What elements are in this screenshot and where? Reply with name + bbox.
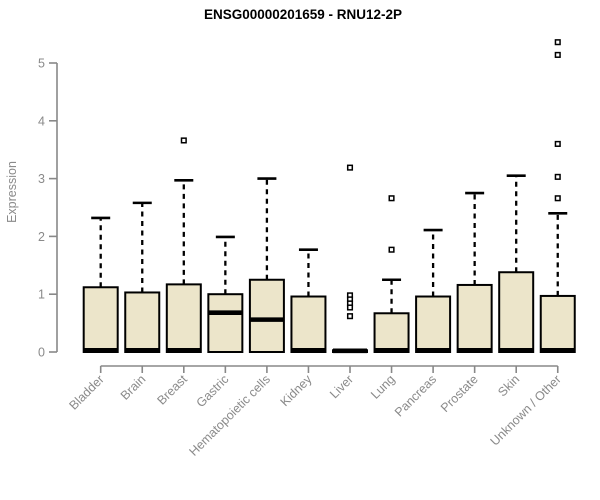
plot-area: 0 1 2 3 4 5 Bladder Brain Breast GastricHematopoi… <box>38 39 576 459</box>
y-tick-label: 3 <box>38 172 45 186</box>
box-bladder <box>82 216 119 354</box>
outlier-point <box>554 51 561 58</box>
outlier-point <box>554 39 561 46</box>
x-tick-label: Prostate <box>438 372 481 415</box>
x-tick-label: Bladder <box>66 372 106 412</box>
box-hematopoietic-cells <box>248 177 285 353</box>
box-rect <box>373 312 410 353</box>
box-brain <box>124 201 161 354</box>
y-tick-label: 2 <box>38 230 45 244</box>
box-gastric <box>207 235 244 354</box>
outlier-point <box>346 313 354 320</box>
box-rect <box>82 286 119 354</box>
box-rect <box>456 283 493 353</box>
x-tick-label: Pancreas <box>392 372 439 419</box>
y-tick-label: 4 <box>38 114 45 128</box>
box-rect <box>290 295 327 353</box>
outlier-point <box>346 304 354 311</box>
outlier-point <box>554 173 561 180</box>
box-liver <box>332 164 368 354</box>
box-pancreas <box>415 228 452 353</box>
x-tick-label: Skin <box>495 372 522 399</box>
outlier-point <box>554 195 561 202</box>
y-tick-label: 5 <box>38 57 45 71</box>
y-axis-label: Expression <box>5 161 19 223</box>
outlier-point <box>388 195 395 202</box>
x-tick-label: Hematopoietic cells <box>186 372 273 459</box>
outlier-point <box>388 246 395 253</box>
box-rect <box>539 294 576 353</box>
box-rect <box>124 291 161 354</box>
x-tick-label: Lung <box>368 372 398 402</box>
box-rect <box>165 283 202 353</box>
y-axis: 0 1 2 3 4 5 <box>38 57 58 360</box>
outlier-point <box>180 137 187 144</box>
box-skin <box>498 174 535 353</box>
outlier-point <box>346 164 354 171</box>
x-tick-label: Brain <box>118 372 149 403</box>
box-rect <box>248 278 285 353</box>
outlier-point <box>554 140 561 147</box>
y-tick-label: 1 <box>38 288 45 302</box>
x-tick-label: Kidney <box>278 372 315 409</box>
box-rect <box>415 295 452 353</box>
x-tick-label: Gastric <box>194 372 232 410</box>
box-kidney <box>290 248 327 353</box>
box-rect <box>498 271 535 353</box>
box-unknown-other <box>539 39 576 353</box>
box-breast <box>165 137 202 353</box>
x-tick-label: Breast <box>154 372 190 408</box>
x-tick-label: Unknown / Other <box>488 372 564 448</box>
box-rect <box>207 293 244 354</box>
x-tick-label: Liver <box>327 372 356 401</box>
y-tick-label: 0 <box>38 346 45 360</box>
box-lung <box>373 195 410 353</box>
chart-title: ENSG00000201659 - RNU12-2P <box>204 7 402 22</box>
box-prostate <box>456 191 493 353</box>
